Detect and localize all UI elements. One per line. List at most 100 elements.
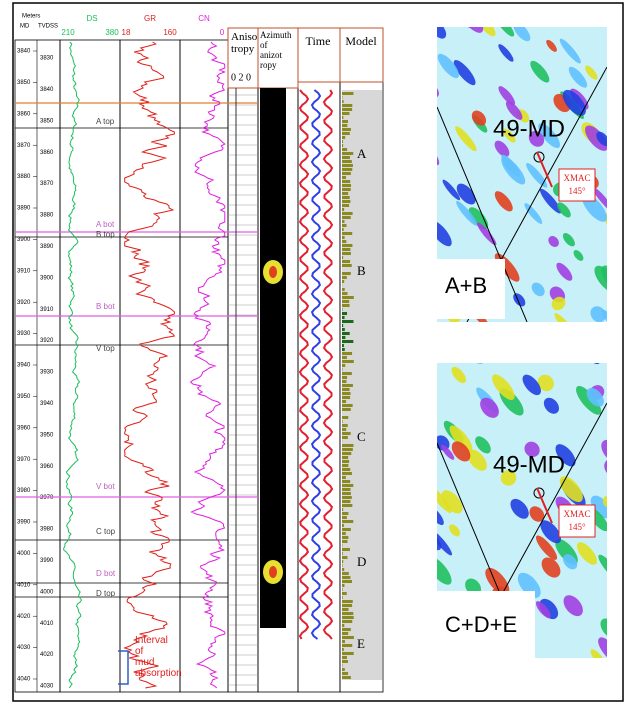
header-label: Meters <box>22 14 40 20</box>
map-blob <box>538 123 561 149</box>
model-bar <box>342 636 354 639</box>
header-box <box>257 27 299 89</box>
model-bar <box>342 352 353 355</box>
header-label: 18 <box>122 28 131 37</box>
model-bar <box>342 120 349 123</box>
model-bar <box>342 332 350 335</box>
map-blob <box>437 485 452 513</box>
map-blob <box>478 27 496 37</box>
map-blob <box>471 110 487 126</box>
model-bar <box>342 256 344 259</box>
model-bar <box>342 376 348 379</box>
md-label: 3960 <box>17 425 31 431</box>
header-label: 380 <box>105 28 119 37</box>
model-bar <box>342 676 351 679</box>
map-label: C+D+E <box>445 612 517 637</box>
tvdss-label: 3890 <box>40 244 54 250</box>
model-bar <box>342 620 353 623</box>
tvdss-label: 3950 <box>40 432 54 438</box>
model-bar <box>342 584 345 587</box>
tvdss-label: 3860 <box>40 150 54 156</box>
model-bar <box>342 232 353 235</box>
header-label: TVDSS <box>38 24 58 30</box>
azimuth-blob <box>269 266 277 278</box>
tvdss-label: 3850 <box>40 118 54 124</box>
well <box>533 487 545 499</box>
tool-box <box>558 168 596 202</box>
model-bar <box>342 512 349 515</box>
model-bar <box>342 92 354 95</box>
map-blob <box>498 86 516 106</box>
model-bar <box>342 464 349 467</box>
map-blob <box>585 65 598 80</box>
well <box>533 151 545 163</box>
md-label: 3850 <box>17 80 31 86</box>
map-blob <box>555 444 576 467</box>
map-blob <box>602 495 607 508</box>
model-bar <box>342 356 347 359</box>
model-bar <box>342 324 344 327</box>
model-bar <box>342 104 353 107</box>
top-label: D top <box>96 589 116 598</box>
model-bar <box>342 300 350 303</box>
model-bar <box>342 164 353 167</box>
map-blob <box>592 186 607 213</box>
model-bar <box>342 556 348 559</box>
model-bar <box>342 240 347 243</box>
map-blob <box>559 38 581 64</box>
md-label: 4020 <box>17 614 31 620</box>
model-bar <box>342 304 350 307</box>
model-bar <box>342 388 350 391</box>
map-blob <box>449 524 460 537</box>
model-bar <box>342 360 354 363</box>
model-bar <box>342 296 354 299</box>
md-label: 3840 <box>17 49 31 55</box>
tvdss-label: 4000 <box>40 589 54 595</box>
tvdss-label: 3960 <box>40 464 54 470</box>
model-bar <box>342 588 343 591</box>
model-bar <box>342 400 347 403</box>
model-bar <box>342 348 345 351</box>
model-bar <box>342 576 351 579</box>
map-blob <box>537 374 554 392</box>
map-blob <box>449 425 473 452</box>
label-box <box>437 591 535 658</box>
header-label: MD <box>20 24 30 30</box>
model-bar <box>342 200 351 203</box>
model-bar <box>342 528 351 531</box>
model-bar <box>342 100 344 103</box>
map-blob <box>456 183 476 205</box>
model-bar <box>342 460 350 463</box>
map-blob <box>437 532 442 551</box>
top-label: V bot <box>96 482 115 491</box>
model-bar <box>342 592 347 595</box>
model-bar <box>342 424 348 427</box>
azimuth-bg <box>260 88 286 628</box>
tvdss-label: 3840 <box>40 87 54 93</box>
model-bar <box>342 448 353 451</box>
header-label: Aniso tropy <box>231 31 258 55</box>
top-label: B bot <box>96 302 115 311</box>
model-bar <box>342 252 351 255</box>
map-blob <box>562 233 575 247</box>
model-bar <box>342 292 348 295</box>
log-curve <box>63 41 83 689</box>
map-blob <box>539 188 562 214</box>
map-blob <box>528 130 545 147</box>
model-bar <box>342 168 353 171</box>
map-blob <box>590 495 607 519</box>
map-blob <box>496 27 515 37</box>
model-bar <box>342 552 343 555</box>
md-label: 4000 <box>17 551 31 557</box>
model-bar <box>342 524 344 527</box>
model-bar <box>342 272 351 275</box>
model-bar <box>342 660 348 663</box>
azimuth-arrow <box>536 487 553 524</box>
tvdss-label: 3980 <box>40 527 54 533</box>
tool-azimuth: 145° <box>568 186 586 196</box>
tvdss-label: 3870 <box>40 181 54 187</box>
map-blob <box>556 262 573 281</box>
tvdss-label: 3830 <box>40 56 54 62</box>
model-bar <box>342 320 354 323</box>
